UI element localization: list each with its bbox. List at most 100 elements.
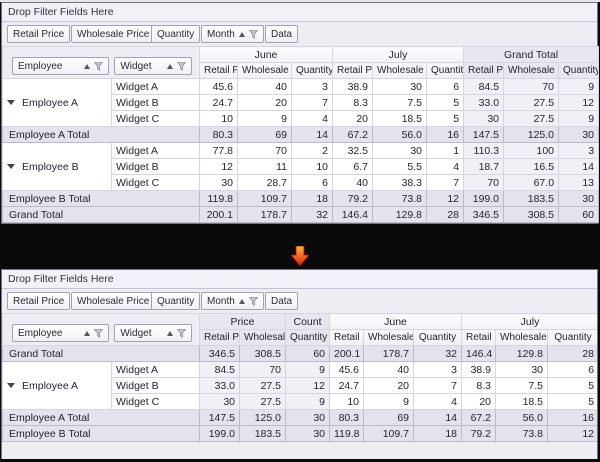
cell: 56.0 [495,409,548,426]
table-row: Employee A Widget A 84.5 70 9 45.6 40 3 … [2,361,597,410]
field-button-retail-price[interactable]: Retail Price [7,292,71,310]
cell: 18.7 [463,158,505,175]
measure-header: Wholesale Price [363,329,414,346]
sort-ascending-icon [84,63,91,69]
collapse-icon[interactable] [7,383,15,388]
filter-funnel-icon[interactable] [248,296,259,306]
sort-ascending-icon [167,330,173,336]
total-row: Employee A Total 80.3 69 14 67.2 56.0 16… [2,126,600,143]
cell: 30 [558,126,600,143]
cell: 32 [413,345,462,362]
cell: 56.0 [372,126,427,143]
field-button-widget[interactable]: Widget [114,57,192,75]
cell: 147.5 [463,126,505,143]
measure-header: Wholesale Price [372,62,427,79]
filter-funnel-icon[interactable] [93,61,104,71]
cell: 346.5 [463,206,505,223]
cell: 9 [363,393,414,410]
cell: 14 [413,409,462,426]
row-header-widget: Widget A [111,78,200,95]
cell: 4 [425,158,465,175]
measure-header: Wholesale Price [503,62,560,79]
cell: 12 [546,425,597,442]
cell: 70 [463,174,505,191]
cell: 200.1 [329,345,364,362]
cell: 9 [558,78,600,95]
field-button-data[interactable]: Data [265,25,299,43]
field-button-quantity[interactable]: Quantity [151,25,201,43]
field-button-quantity[interactable]: Quantity [151,292,201,310]
cell: 40 [237,78,292,95]
column-group-grand-total: Grand Total [463,46,600,63]
column-group-july: July [331,46,465,63]
cell: 24.7 [199,94,238,111]
measure-header: Quantity [291,62,333,79]
field-button-employee[interactable]: Employee [12,324,110,342]
cell: 12 [558,94,600,111]
cell: 9 [237,110,292,127]
cell: 30 [558,190,600,207]
measure-header: Quantity [558,62,600,79]
cell: 69 [363,409,414,426]
field-button-month[interactable]: Month [201,25,264,43]
filter-drop-area[interactable]: Drop Filter Fields Here [2,3,597,22]
cell: 199.0 [199,425,240,442]
cell: 7 [413,377,462,394]
field-button-widget[interactable]: Widget [114,324,192,342]
field-button-wholesale-price[interactable]: Wholesale Price [71,292,156,310]
field-button-data[interactable]: Data [265,292,299,310]
cell: 79.2 [461,425,496,442]
cell: 9 [285,393,330,410]
field-button-employee-label: Employee [18,60,63,72]
cell: 10 [291,158,333,175]
cell: 69 [237,126,292,143]
cell: 32.5 [332,142,373,159]
measure-header: Wholesale Price [495,329,548,346]
pivot-grid-top: Employee Widget June [2,46,600,223]
filter-drop-area[interactable]: Drop Filter Fields Here [2,270,597,289]
filter-funnel-icon[interactable] [248,29,259,39]
collapse-icon[interactable] [7,164,15,169]
cell: 30 [285,409,330,426]
total-row: Employee B Total 119.8 109.7 18 79.2 73.… [2,190,600,207]
cell: 3 [291,78,333,95]
cell: 5 [425,94,465,111]
employee-label: Employee B [22,160,79,173]
filter-funnel-icon[interactable] [93,328,104,338]
cell: 6 [291,174,333,191]
page-top-edge [0,0,600,2]
cell: 178.7 [237,206,292,223]
cell: 8.3 [332,94,373,111]
cell: 67.2 [332,126,373,143]
cell: 20 [461,393,496,410]
field-button-month[interactable]: Month [201,292,264,310]
cell: 119.8 [329,425,364,442]
cell: 7 [425,174,465,191]
collapse-icon[interactable] [7,100,15,105]
cell: 10 [329,393,364,410]
total-row: Employee A Total 147.5 125.0 30 80.3 69 … [2,409,597,426]
cell: 119.8 [199,190,238,207]
cell: 125.0 [503,126,560,143]
filter-funnel-icon[interactable] [176,61,187,71]
cell: 38.9 [461,361,496,378]
grand-total-label: Grand Total [2,206,200,223]
cell: 18.5 [495,393,548,410]
cell: 9 [558,110,600,127]
page-bottom-edge [0,459,600,462]
field-button-widget-label: Widget [120,60,152,72]
measure-header: Retail Price [329,329,364,346]
sort-ascending-icon [238,31,245,37]
cell: 30 [372,78,427,95]
cell: 18 [291,190,333,207]
total-row-label: Employee A Total [2,126,200,143]
cell: 146.4 [461,345,496,362]
field-button-retail-price[interactable]: Retail Price [7,25,71,43]
cell: 30 [463,110,505,127]
field-button-wholesale-price[interactable]: Wholesale Price [71,25,156,43]
field-button-employee[interactable]: Employee [12,57,110,75]
cell: 16 [425,126,465,143]
measure-header: Quantity [425,62,465,79]
filter-funnel-icon[interactable] [176,328,187,338]
cell: 7.5 [372,94,427,111]
